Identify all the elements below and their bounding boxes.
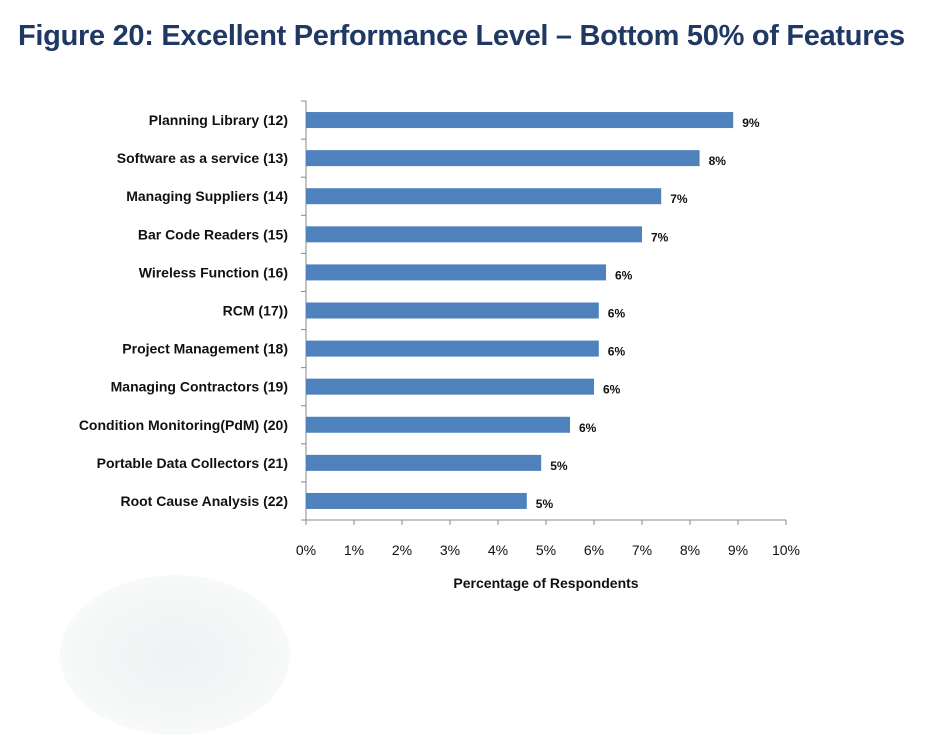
- bar: [306, 340, 599, 357]
- x-tick-label: 6%: [584, 542, 604, 558]
- x-tick-label: 8%: [680, 542, 700, 558]
- bar-chart: 0% 1% 2% 3% 4% 5% 6% 7% 8% 9% 10% Planning Library …: [79, 100, 800, 591]
- category-label: Bar Code Readers (15): [138, 226, 288, 242]
- data-label: 5%: [550, 459, 568, 473]
- x-tick-label: 3%: [440, 542, 460, 558]
- category-label: Planning Library (12): [149, 112, 288, 128]
- data-label: 6%: [608, 345, 626, 359]
- data-label: 9%: [742, 116, 760, 130]
- category-label: Managing Contractors (19): [111, 379, 288, 395]
- x-tick-label: 10%: [772, 542, 800, 558]
- bar: [306, 264, 606, 281]
- x-tick-label: 5%: [536, 542, 556, 558]
- data-label: 6%: [615, 268, 633, 282]
- bar: [306, 492, 527, 509]
- bar: [306, 454, 542, 471]
- data-label: 6%: [579, 421, 597, 435]
- x-tick-label: 0%: [296, 542, 316, 558]
- bar: [306, 302, 599, 319]
- bar: [306, 112, 734, 129]
- data-label: 8%: [709, 154, 727, 168]
- data-label: 6%: [603, 383, 621, 397]
- bar: [306, 226, 642, 243]
- chart-title: Figure 20: Excellent Performance Level –…: [18, 20, 905, 52]
- data-label: 7%: [670, 192, 688, 206]
- data-label: 5%: [536, 497, 554, 511]
- bar: [306, 150, 700, 167]
- bar: [306, 416, 570, 433]
- x-tick-label: 7%: [632, 542, 652, 558]
- category-label: Project Management (18): [122, 341, 288, 357]
- bar: [306, 378, 594, 395]
- x-axis-title: Percentage of Respondents: [453, 575, 638, 591]
- x-tick-label: 2%: [392, 542, 412, 558]
- category-label: Wireless Function (16): [139, 264, 288, 280]
- data-label: 6%: [608, 307, 626, 321]
- x-tick-label: 9%: [728, 542, 748, 558]
- category-label: RCM (17)): [223, 303, 288, 319]
- data-label: 7%: [651, 230, 669, 244]
- category-label: Root Cause Analysis (22): [120, 493, 288, 509]
- bar: [306, 188, 662, 205]
- category-label: Portable Data Collectors (21): [97, 455, 288, 471]
- x-tick-label: 1%: [344, 542, 364, 558]
- category-label: Software as a service (13): [117, 150, 288, 166]
- category-label: Condition Monitoring(PdM) (20): [79, 417, 288, 433]
- category-label: Managing Suppliers (14): [126, 188, 288, 204]
- x-tick-label: 4%: [488, 542, 508, 558]
